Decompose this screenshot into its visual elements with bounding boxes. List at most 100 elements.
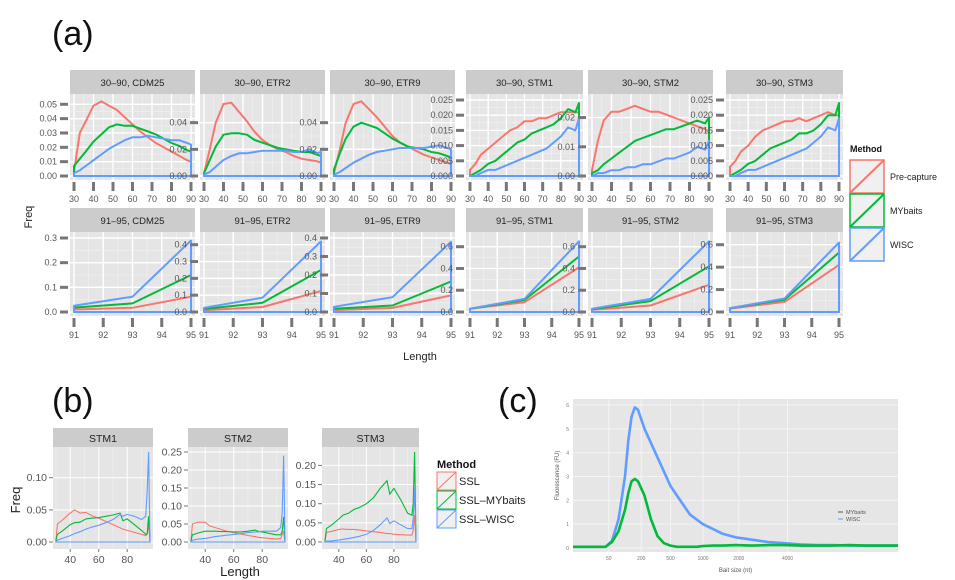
y-tick-label: 0.025 xyxy=(690,95,713,105)
facet-strip xyxy=(466,208,583,232)
x-tick-mark xyxy=(559,182,563,191)
x-tick-mark xyxy=(352,182,355,191)
y-tick-mark xyxy=(60,285,68,289)
y-tick-label: 1 xyxy=(566,522,569,528)
series-line-sslmybaits xyxy=(324,451,417,543)
legend-label: Pre-capture xyxy=(890,172,937,182)
series-line-mybaits xyxy=(203,132,322,177)
y-tick-mark xyxy=(716,98,724,102)
x-tick-mark xyxy=(810,318,814,327)
x-tick-mark xyxy=(837,318,841,327)
y-tick-label: 0.05 xyxy=(39,99,57,109)
y-tick-label: 0.20 xyxy=(296,460,317,472)
x-tick-mark xyxy=(72,182,76,191)
y-tick-label: 0.1 xyxy=(304,289,317,299)
legend-title: Method xyxy=(850,144,882,154)
x-tick-mark xyxy=(629,182,633,191)
y-tick-label: 0.0 xyxy=(440,307,453,317)
y-tick-label: 0.15 xyxy=(162,483,183,495)
facet-strip-label: 30–90, STM1 xyxy=(496,78,553,89)
facet: 91–95, STM2 91 92 93 94 95 0.0 0.2 0.4 0.6 xyxy=(562,208,714,340)
x-tick-label: 91 xyxy=(725,330,735,340)
facet-strip xyxy=(322,428,419,447)
y-tick-mark xyxy=(320,121,328,125)
x-tick-label: 91 xyxy=(587,330,597,340)
legend-key-line xyxy=(436,471,457,491)
y-tick-mark xyxy=(60,117,68,121)
x-tick-mark xyxy=(541,182,545,191)
legend-key-line xyxy=(849,159,885,194)
x-tick-mark xyxy=(101,318,105,327)
x-tick-mark xyxy=(420,318,424,327)
x-tick-label: 50 xyxy=(606,556,612,562)
x-tick-label: 50 xyxy=(626,194,636,204)
facet: 30–90, CDM25 30 40 50 60 70 80 90 0.00 0.01 0.02 0.… xyxy=(39,70,196,204)
y-tick-label: 0.0 xyxy=(562,307,575,317)
plot-background xyxy=(573,399,898,552)
y-tick-mark xyxy=(456,310,464,314)
y-tick-label: 0.6 xyxy=(562,242,575,252)
series-line-sslwisc xyxy=(322,488,417,543)
facet-strip xyxy=(70,70,195,94)
y-tick-label: 0.4 xyxy=(440,263,453,273)
y-tick-label: 0.2 xyxy=(44,258,57,268)
facet-strip xyxy=(588,70,713,94)
series-line-sslmybaits xyxy=(190,516,286,543)
y-tick-label: 0.3 xyxy=(44,233,57,243)
y-tick-label: 0.4 xyxy=(700,262,713,272)
y-tick-label: 5 xyxy=(566,427,569,433)
y-tick-mark xyxy=(60,145,68,149)
y-tick-label: 0.010 xyxy=(430,141,453,151)
y-tick-label: 0.02 xyxy=(39,142,57,152)
x-tick-label: 80 xyxy=(166,194,176,204)
x-tick-mark xyxy=(649,318,652,327)
x-tick-mark xyxy=(300,182,303,191)
y-tick-label: 0.00 xyxy=(557,171,575,181)
x-tick-mark xyxy=(783,182,786,191)
y-tick-label: 0.6 xyxy=(440,242,453,252)
y-tick-label: 0.020 xyxy=(690,110,713,120)
series-line-wisc xyxy=(591,240,710,313)
facet: 91–95, CDM25 91 92 93 94 95 0.0 0.1 0.2 0.3 xyxy=(44,208,196,340)
y-tick-label: 0.015 xyxy=(430,125,453,135)
y-tick-label: 0.1 xyxy=(44,282,57,292)
y-tick-label: 0.1 xyxy=(174,290,187,300)
x-tick-label: 93 xyxy=(645,330,655,340)
y-tick-label: 0.005 xyxy=(430,156,453,166)
panel-a-chart: 30–90, CDM25 30 40 50 60 70 80 90 0.00 0.01 0.02 0.… xyxy=(23,70,937,363)
y-tick-mark xyxy=(716,310,724,314)
x-tick-mark xyxy=(319,318,323,327)
x-tick-label: 92 xyxy=(358,330,368,340)
x-tick-label: 90 xyxy=(574,194,584,204)
facet-strip-label: 91–95, ETR2 xyxy=(235,216,291,227)
x-tick-label: 30 xyxy=(199,194,209,204)
y-tick-mark xyxy=(60,310,68,314)
x-tick-mark xyxy=(764,182,768,191)
series-line-wisc xyxy=(203,240,322,313)
x-tick-label: 93 xyxy=(779,330,789,340)
series-line-mybaits xyxy=(729,102,840,177)
x-tick-label: 95 xyxy=(186,330,196,340)
series-line-wisc xyxy=(469,240,580,313)
legend-key-line xyxy=(436,509,457,529)
x-tick-label: 70 xyxy=(538,194,548,204)
y-tick-mark xyxy=(716,288,724,292)
y-tick-label: 0.00 xyxy=(299,171,317,181)
x-tick-label: 91 xyxy=(69,330,79,340)
y-tick-mark xyxy=(320,236,328,240)
y-tick-label: 0.2 xyxy=(440,285,453,295)
facet-strip-label: 30–90, STM3 xyxy=(756,78,813,89)
y-tick-label: 0.000 xyxy=(690,171,713,181)
y-tick-label: 0.04 xyxy=(39,114,57,124)
legend-key-line xyxy=(849,227,885,262)
x-tick-label: 93 xyxy=(519,330,529,340)
y-tick-mark xyxy=(60,174,68,178)
x-tick-label: 91 xyxy=(465,330,475,340)
facet: 30–90, ETR2 30 40 50 60 70 80 90 0.00 0.02 0.04 xyxy=(169,70,326,204)
x-tick-label: 40 xyxy=(64,554,76,566)
x-tick-label: 95 xyxy=(574,330,584,340)
x-tick-mark xyxy=(504,182,508,191)
facet: 30–90, ETR9 30 40 50 60 70 80 90 0.00 0.02 0.04 xyxy=(299,70,456,204)
x-tick-mark xyxy=(332,318,336,327)
x-tick-mark xyxy=(241,182,245,191)
